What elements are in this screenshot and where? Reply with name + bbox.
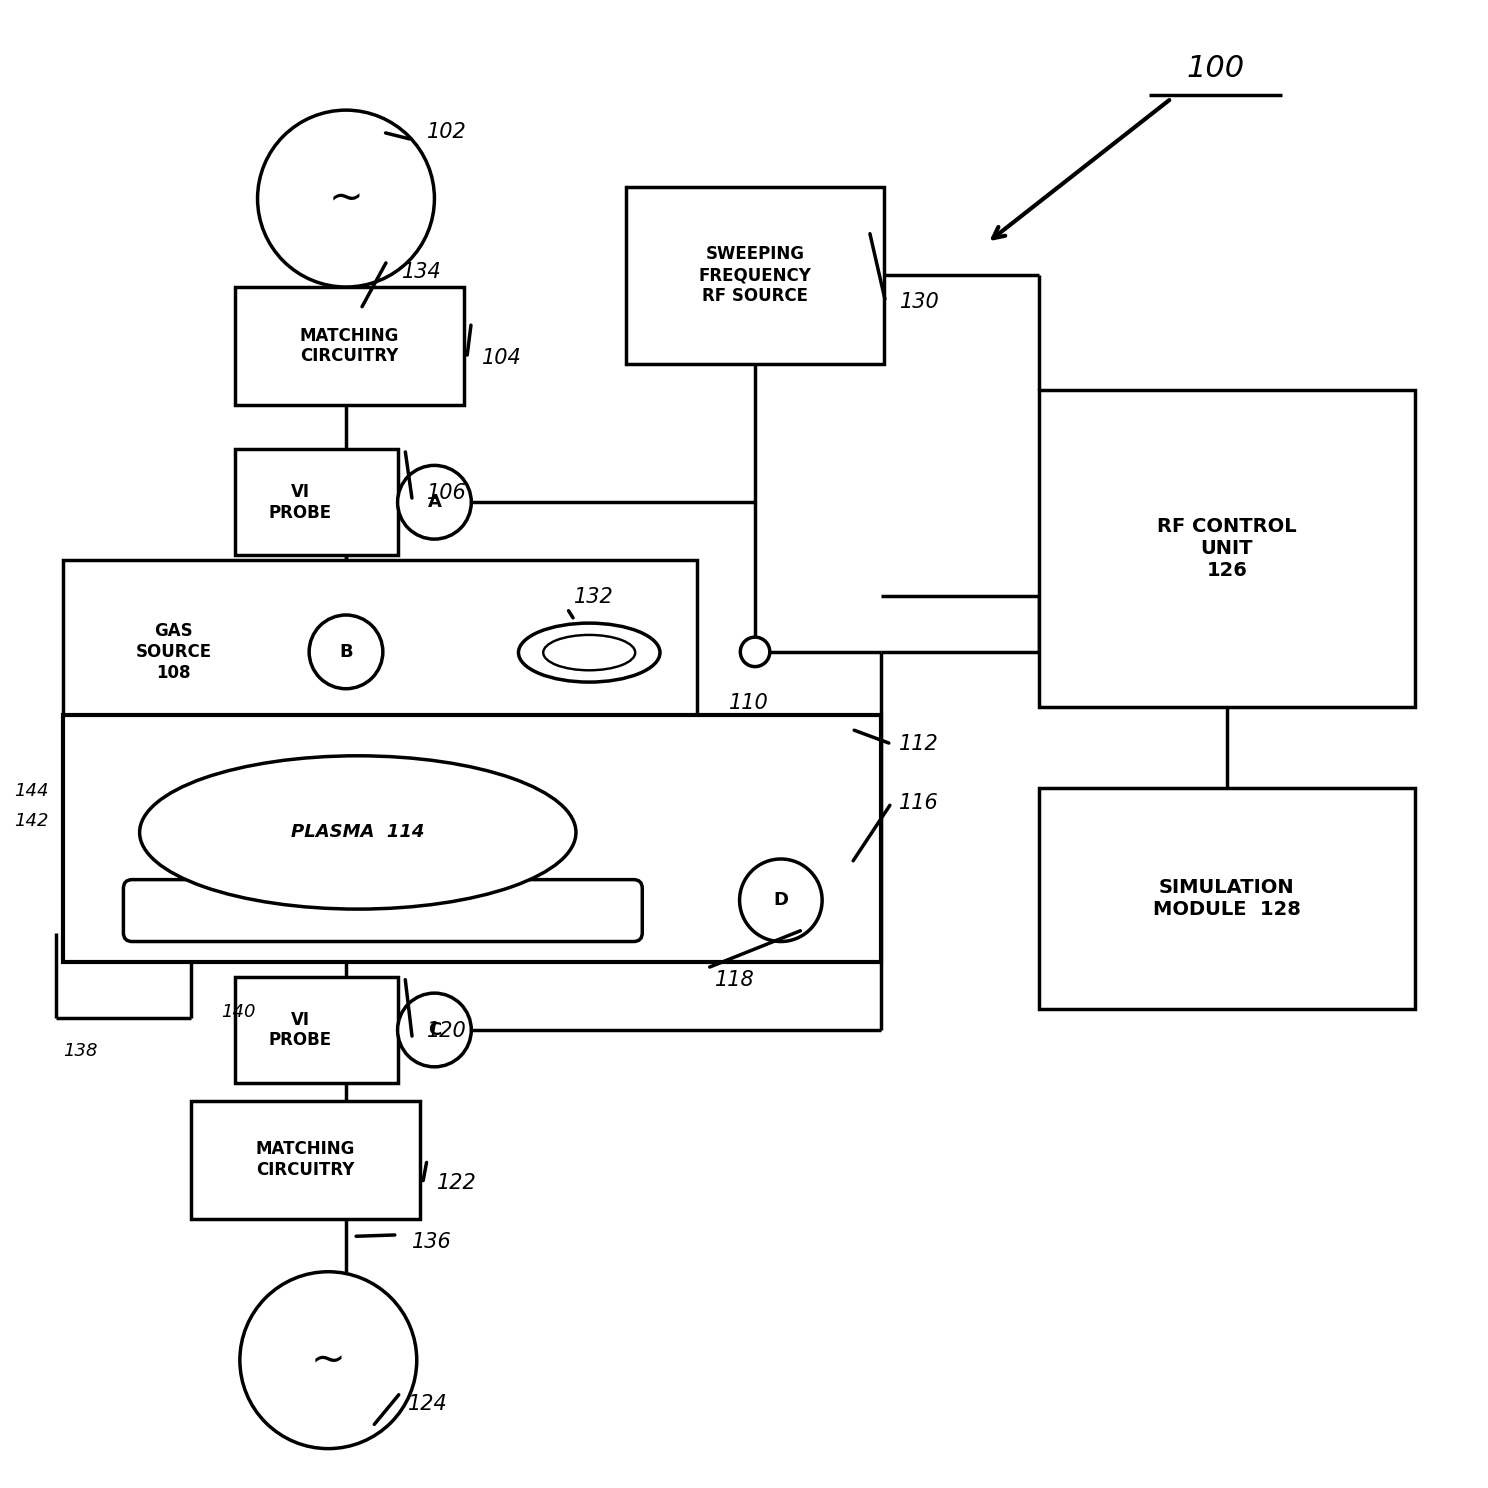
Text: D: D <box>774 891 789 909</box>
Bar <box>1039 390 1415 707</box>
Text: 134: 134 <box>402 262 442 283</box>
Text: VI
PROBE: VI PROBE <box>269 482 332 522</box>
Text: SIMULATION
MODULE  128: SIMULATION MODULE 128 <box>1153 878 1301 920</box>
Text: 124: 124 <box>408 1394 448 1415</box>
Text: 130: 130 <box>900 292 940 312</box>
Text: 140: 140 <box>220 1003 254 1021</box>
Text: PLASMA  114: PLASMA 114 <box>292 823 424 841</box>
Text: 144: 144 <box>13 783 48 801</box>
Text: 110: 110 <box>729 693 769 713</box>
Text: VI
PROBE: VI PROBE <box>269 1010 332 1049</box>
Ellipse shape <box>518 623 661 682</box>
Text: C: C <box>429 1021 440 1039</box>
Ellipse shape <box>140 756 576 909</box>
Text: ~: ~ <box>311 1339 345 1381</box>
Text: MATCHING
CIRCUITRY: MATCHING CIRCUITRY <box>256 1140 356 1178</box>
Bar <box>1039 789 1415 1009</box>
Text: 106: 106 <box>427 484 467 503</box>
Circle shape <box>397 466 472 539</box>
Text: A: A <box>427 493 442 512</box>
Text: 116: 116 <box>899 793 939 812</box>
FancyBboxPatch shape <box>124 879 643 942</box>
Bar <box>192 1101 420 1219</box>
Text: 100: 100 <box>1186 55 1245 83</box>
Bar <box>235 449 397 555</box>
Bar <box>62 714 881 963</box>
Text: ~: ~ <box>329 177 363 220</box>
Ellipse shape <box>543 635 635 670</box>
Text: RF CONTROL
UNIT
126: RF CONTROL UNIT 126 <box>1158 518 1296 580</box>
Bar <box>62 559 696 744</box>
Circle shape <box>741 637 769 667</box>
Circle shape <box>397 992 472 1067</box>
Text: 112: 112 <box>899 734 939 754</box>
Text: 138: 138 <box>62 1042 97 1059</box>
Text: B: B <box>339 643 353 661</box>
Text: MATCHING
CIRCUITRY: MATCHING CIRCUITRY <box>301 326 399 366</box>
Text: 136: 136 <box>412 1232 452 1253</box>
Text: 118: 118 <box>714 970 754 990</box>
Text: SWEEPING
FREQUENCY
RF SOURCE: SWEEPING FREQUENCY RF SOURCE <box>699 246 811 305</box>
Text: 120: 120 <box>427 1021 467 1042</box>
Text: 132: 132 <box>574 586 615 607</box>
Bar <box>235 287 464 405</box>
Text: 104: 104 <box>482 348 521 368</box>
Circle shape <box>310 615 382 689</box>
Bar <box>626 187 884 363</box>
Text: 122: 122 <box>437 1173 478 1193</box>
Circle shape <box>740 859 823 942</box>
Bar <box>235 978 397 1083</box>
Circle shape <box>257 110 434 287</box>
Text: 102: 102 <box>427 122 467 143</box>
Text: GAS
SOURCE
108: GAS SOURCE 108 <box>135 622 211 682</box>
Circle shape <box>240 1272 417 1449</box>
Text: 142: 142 <box>13 811 48 830</box>
